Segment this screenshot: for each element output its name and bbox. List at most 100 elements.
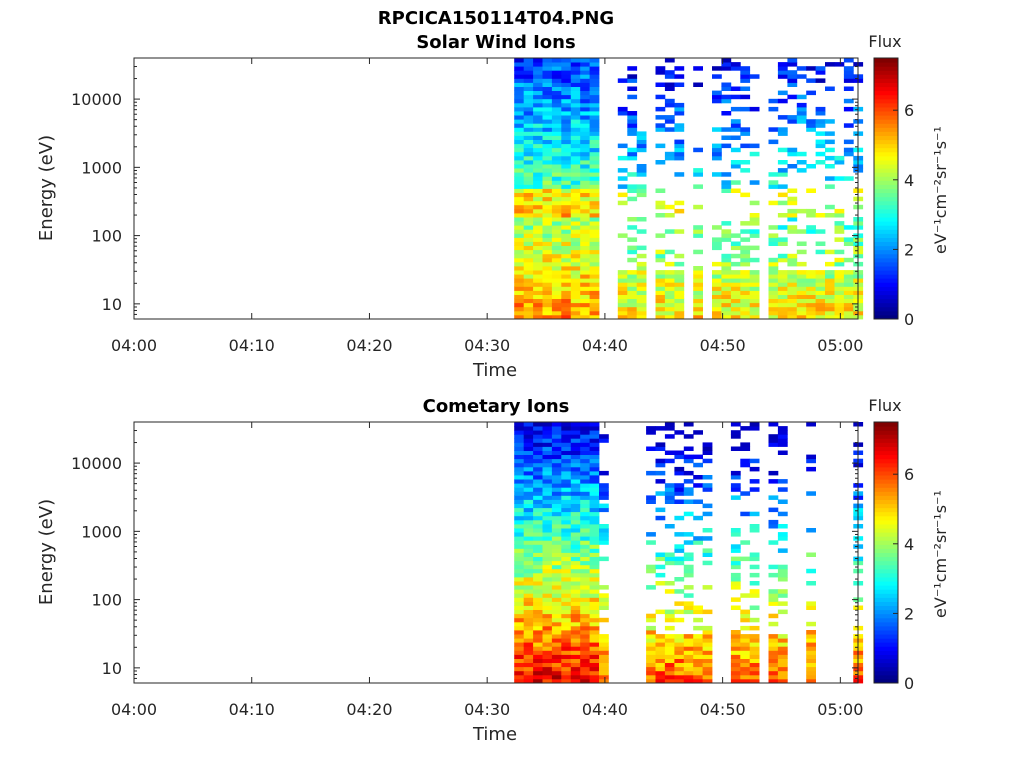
heatmap-cell xyxy=(749,638,760,643)
heatmap-cell xyxy=(551,119,562,124)
heatmap-cell xyxy=(674,278,685,283)
panel-title: Solar Wind Ions xyxy=(416,32,575,53)
heatmap-cell xyxy=(768,434,779,439)
heatmap-cell xyxy=(570,503,581,509)
heatmap-cell xyxy=(570,208,581,214)
heatmap-cell xyxy=(551,266,562,271)
colorbar-tick-label: 4 xyxy=(904,535,914,554)
heatmap-cell xyxy=(787,257,798,263)
heatmap-cell xyxy=(702,528,713,533)
heatmap-cell xyxy=(580,670,590,676)
heatmap-cell xyxy=(580,102,590,108)
heatmap-cell xyxy=(655,294,666,299)
heatmap-cell xyxy=(514,164,524,169)
heatmap-cell xyxy=(843,290,854,295)
heatmap-cell xyxy=(533,650,543,655)
heatmap-cell xyxy=(627,78,638,83)
heatmap-cell xyxy=(570,66,581,71)
heatmap-cell xyxy=(589,188,600,193)
heatmap-cell xyxy=(551,678,562,684)
colorbar-swatch xyxy=(874,229,898,234)
heatmap-cell xyxy=(561,450,572,455)
heatmap-cell xyxy=(514,450,524,455)
heatmap-cell xyxy=(523,78,534,83)
heatmap-cell xyxy=(749,290,760,295)
heatmap-cell xyxy=(777,98,788,104)
heatmap-cell xyxy=(834,208,845,214)
heatmap-cell xyxy=(551,646,562,651)
heatmap-cell xyxy=(570,241,581,246)
heatmap-cell xyxy=(589,74,600,79)
heatmap-cell xyxy=(514,597,524,602)
heatmap-cell xyxy=(542,564,553,570)
heatmap-cell xyxy=(523,147,534,153)
heatmap-cell xyxy=(533,617,543,623)
heatmap-cell xyxy=(561,274,572,279)
heatmap-cell xyxy=(599,585,609,590)
heatmap-cell xyxy=(551,78,562,83)
heatmap-cell xyxy=(740,646,751,651)
heatmap-cell xyxy=(636,290,647,295)
heatmap-cell xyxy=(768,470,779,476)
heatmap-cell xyxy=(561,446,572,451)
heatmap-cell xyxy=(570,302,581,308)
colorbar-swatch xyxy=(874,286,898,291)
heatmap-cell xyxy=(796,208,807,214)
heatmap-cell xyxy=(617,111,628,116)
colorbar-swatch xyxy=(874,225,898,230)
heatmap-cell xyxy=(542,302,553,308)
heatmap-cell xyxy=(570,430,581,435)
heatmap-cell xyxy=(693,82,703,87)
heatmap-cell xyxy=(825,176,835,181)
heatmap-cell xyxy=(580,98,590,104)
heatmap-cell xyxy=(533,515,543,521)
heatmap-cell xyxy=(674,106,685,112)
heatmap-cell xyxy=(806,605,816,610)
y-tick-label: 100 xyxy=(91,227,122,246)
heatmap-cell xyxy=(702,458,713,464)
heatmap-cell xyxy=(674,646,685,651)
heatmap-cell xyxy=(589,426,600,431)
heatmap-cell xyxy=(514,507,524,513)
heatmap-cell xyxy=(551,192,562,198)
heatmap-cell xyxy=(514,454,524,460)
heatmap-cell xyxy=(777,568,788,574)
heatmap-cell xyxy=(627,225,638,230)
heatmap-cell xyxy=(551,213,562,218)
heatmap-cell xyxy=(740,221,751,226)
heatmap-cell xyxy=(702,674,713,680)
heatmap-cell xyxy=(533,499,543,504)
heatmap-cell xyxy=(561,176,572,181)
heatmap-cell xyxy=(683,593,694,598)
heatmap-cell xyxy=(721,135,732,140)
colorbar-swatch xyxy=(874,213,898,218)
heatmap-cell xyxy=(636,278,647,283)
heatmap-cell xyxy=(664,204,675,210)
heatmap-cell xyxy=(514,225,524,230)
x-ticks: 04:00 04:10 04:20 04:30 04:40 04:50 05:00 xyxy=(111,58,863,355)
heatmap-cell xyxy=(749,180,760,185)
heatmap-cell xyxy=(721,229,732,234)
colorbar-swatch xyxy=(874,495,898,500)
heatmap-cell xyxy=(589,646,600,651)
heatmap-cell xyxy=(702,638,713,643)
heatmap-cell xyxy=(730,470,741,476)
heatmap-cell xyxy=(674,294,685,299)
heatmap-cell xyxy=(721,143,732,149)
heatmap-cell xyxy=(787,188,798,193)
heatmap-cell xyxy=(570,123,581,128)
colorbar-swatch xyxy=(874,458,898,464)
heatmap-cell xyxy=(580,601,590,606)
heatmap-cell xyxy=(570,111,581,116)
heatmap-cell xyxy=(749,270,760,275)
colorbar-swatch xyxy=(874,446,898,452)
heatmap-cell xyxy=(683,511,694,517)
heatmap-cell xyxy=(646,532,656,537)
heatmap-cell xyxy=(551,253,562,259)
heatmap-cell xyxy=(721,298,732,304)
heatmap-cell xyxy=(533,286,543,291)
heatmap-cell xyxy=(551,62,562,67)
colorbar-swatch xyxy=(874,98,898,104)
heatmap-cell xyxy=(806,642,816,647)
heatmap-cell xyxy=(806,601,816,606)
